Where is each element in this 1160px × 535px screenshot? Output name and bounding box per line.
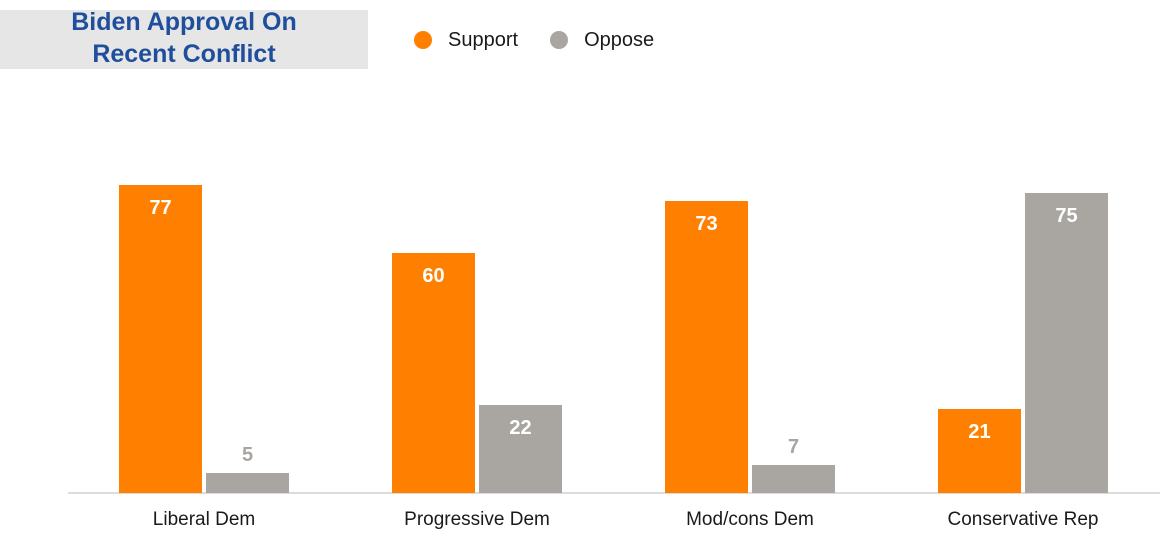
data-label-support: 73 <box>695 213 717 235</box>
legend-swatch-support <box>414 31 432 49</box>
data-label-support: 60 <box>422 265 444 287</box>
legend-label-support: Support <box>448 28 519 51</box>
category-label: Progressive Dem <box>404 509 550 530</box>
category-label: Liberal Dem <box>153 509 255 530</box>
bar-oppose <box>479 405 562 493</box>
bar-oppose <box>1025 193 1108 493</box>
data-label-support: 77 <box>149 197 171 219</box>
data-label-oppose: 7 <box>788 436 799 458</box>
category-label: Mod/cons Dem <box>686 509 814 530</box>
bar-support <box>119 185 202 493</box>
bar-oppose <box>206 473 289 493</box>
legend-label-oppose: Oppose <box>584 28 655 51</box>
bar-support <box>938 409 1021 493</box>
legend-item-support: Support <box>414 29 518 52</box>
data-label-oppose: 5 <box>242 444 253 466</box>
category-label: Conservative Rep <box>947 509 1098 530</box>
legend-swatch-oppose <box>550 31 569 49</box>
legend-item-oppose: Oppose <box>550 29 654 52</box>
legend: Support Oppose <box>414 28 686 52</box>
bar-support <box>665 201 748 493</box>
data-label-oppose: 75 <box>1055 205 1077 227</box>
data-label-oppose: 22 <box>509 417 531 439</box>
chart-title-box: Biden Approval On Recent Conflict <box>0 8 368 69</box>
bar-oppose <box>752 465 835 493</box>
data-label-support: 21 <box>968 421 990 443</box>
bar-support <box>392 253 475 493</box>
chart-title: Biden Approval On Recent Conflict <box>71 8 297 68</box>
